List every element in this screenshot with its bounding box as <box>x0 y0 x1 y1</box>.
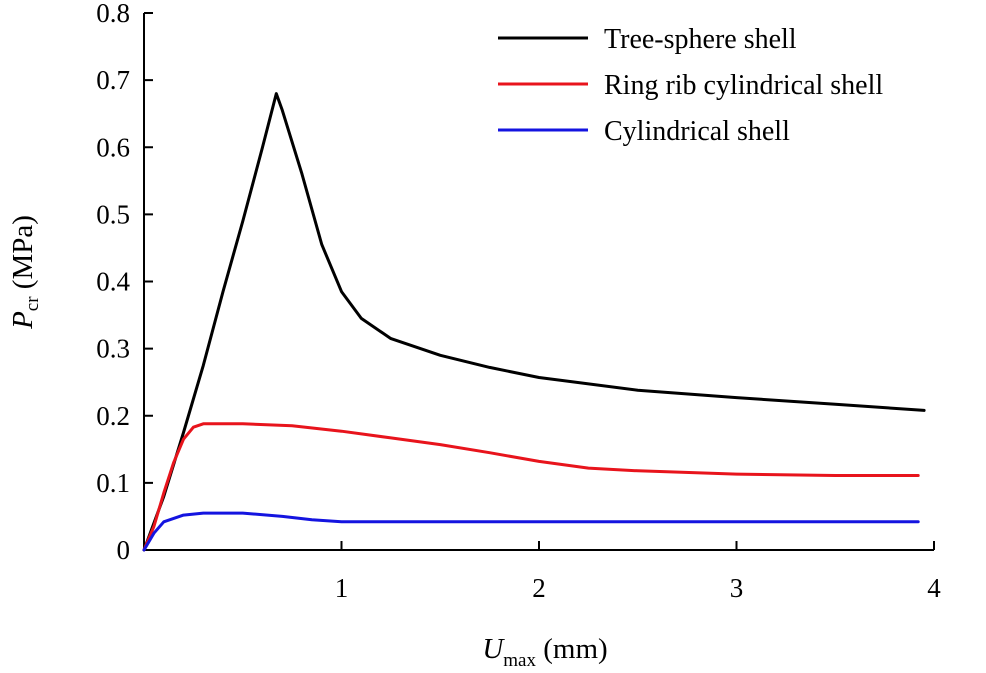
x-axis-title: Umax (mm) <box>482 633 607 671</box>
x-tick-label: 3 <box>730 573 744 603</box>
y-axis-title: Pcr (MPa) <box>7 215 43 330</box>
legend-label-ring-rib-cylindrical-shell: Ring rib cylindrical shell <box>604 70 883 101</box>
y-tick-label: 0 <box>117 535 131 565</box>
x-tick-label: 1 <box>335 573 349 603</box>
y-axis-unit: (MPa) <box>7 215 39 296</box>
y-tick-label: 0.4 <box>96 267 130 297</box>
y-tick-label: 0.8 <box>96 0 130 28</box>
legend-label-tree-sphere-shell: Tree-sphere shell <box>604 24 797 55</box>
y-tick-label: 0.5 <box>96 199 130 229</box>
legend-label-cylindrical-shell: Cylindrical shell <box>604 116 790 147</box>
y-tick-label: 0.3 <box>96 334 130 364</box>
y-tick-label: 0.7 <box>96 65 130 95</box>
x-axis-unit: (mm) <box>536 633 608 665</box>
x-tick-label: 4 <box>927 573 941 603</box>
y-tick-label: 0.1 <box>96 468 130 498</box>
legend: Tree-sphere shell Ring rib cylindrical sh… <box>498 24 883 147</box>
y-axis-symbol: P <box>7 311 39 330</box>
series-layer <box>142 92 926 552</box>
y-ticks: 0 0.1 0.2 0.3 0.4 0.5 0.6 0.7 0.8 <box>96 0 153 565</box>
x-axis-symbol: U <box>482 633 505 665</box>
series-line-tree-sphere-shell <box>142 92 926 552</box>
x-ticks: 1 2 3 4 <box>335 541 941 603</box>
y-tick-label: 0.6 <box>96 132 130 162</box>
y-axis-subscript: cr <box>22 296 43 311</box>
series-line-ring-rib-cylindrical-shell <box>142 422 920 552</box>
axes: 0 0.1 0.2 0.3 0.4 0.5 0.6 0.7 0.8 1 2 3 4 <box>96 0 941 603</box>
y-tick-label: 0.2 <box>96 401 130 431</box>
x-tick-label: 2 <box>532 573 546 603</box>
series-line-cylindrical-shell <box>142 511 920 552</box>
x-axis-subscript: max <box>503 650 536 671</box>
